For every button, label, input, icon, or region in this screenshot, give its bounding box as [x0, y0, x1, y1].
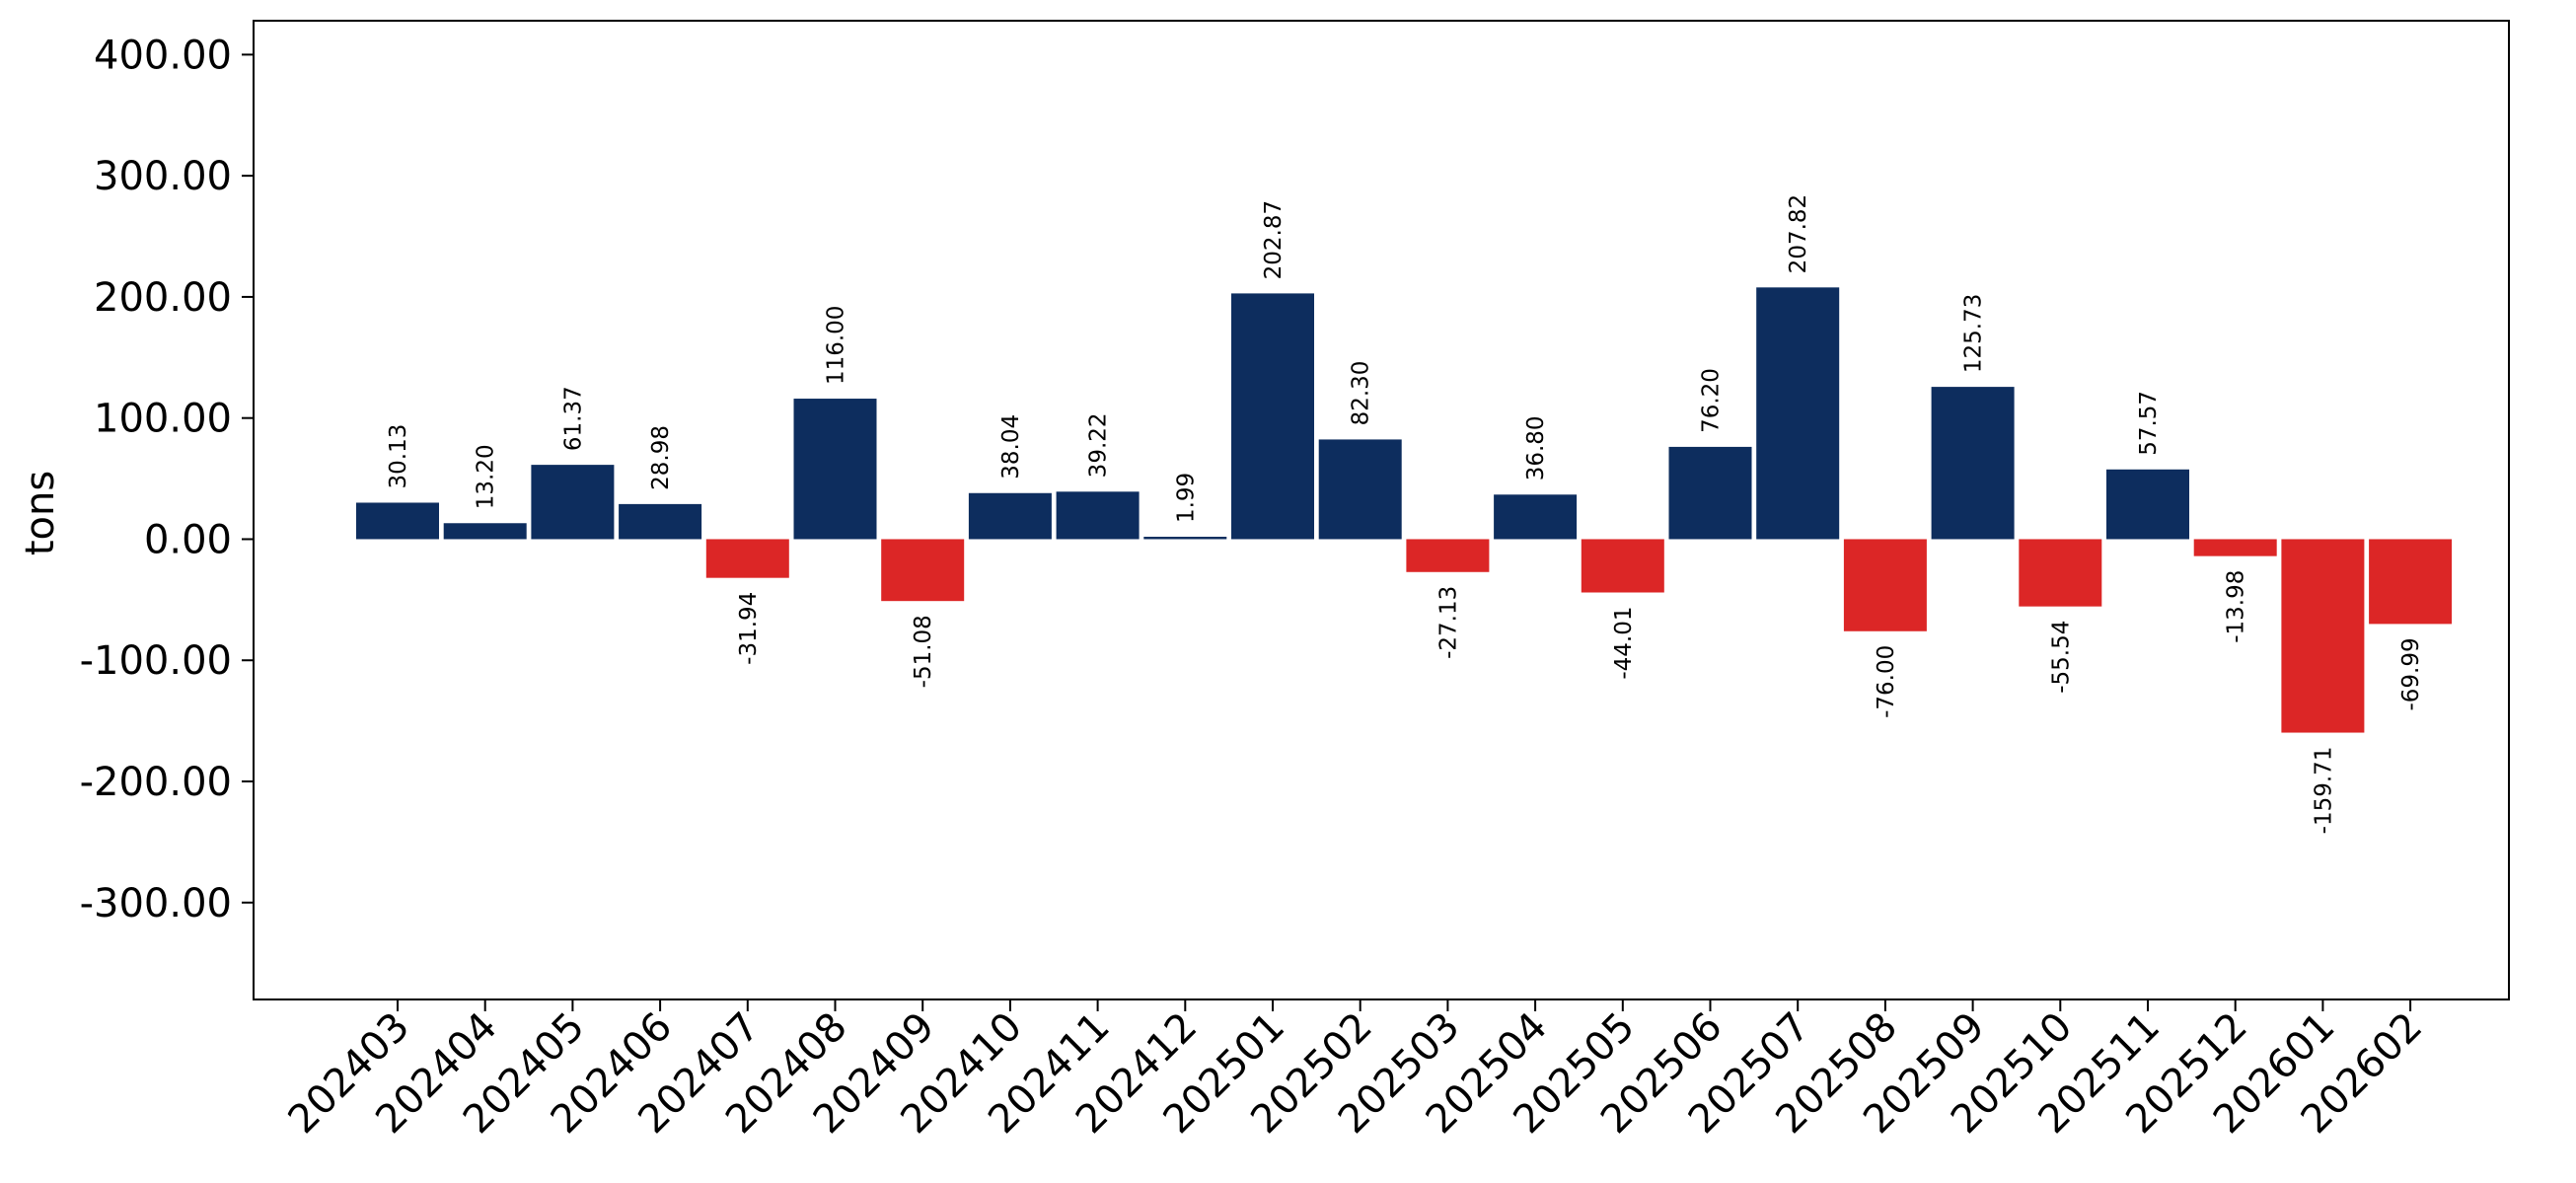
- bar-202506: [1668, 446, 1752, 540]
- data-label-202501: 202.87: [1261, 200, 1287, 279]
- bars-layer: [356, 287, 2453, 733]
- data-label-202410: 38.04: [998, 414, 1024, 480]
- plot-frame: [253, 20, 2510, 1000]
- data-label-202509: 125.73: [1961, 294, 1987, 373]
- y-tick-label: 400.00: [94, 33, 232, 78]
- y-axis-label: tons: [18, 471, 63, 555]
- y-tick-label: 100.00: [94, 397, 232, 442]
- data-label-202506: 76.20: [1699, 368, 1725, 433]
- bar-202410: [968, 492, 1052, 540]
- data-label-202507: 207.82: [1786, 194, 1811, 273]
- bar-202409: [881, 539, 965, 602]
- bar-202507: [1756, 287, 1840, 540]
- data-label-202411: 39.22: [1086, 412, 1112, 478]
- data-label-202505: -44.01: [1611, 606, 1637, 679]
- data-label-202508: -76.00: [1874, 645, 1899, 718]
- data-label-202602: -69.99: [2398, 637, 2424, 710]
- data-label-202408: 116.00: [824, 306, 849, 385]
- data-label-202406: 28.98: [648, 425, 674, 490]
- bar-202602: [2369, 539, 2453, 625]
- bar-202408: [793, 399, 877, 540]
- bar-202504: [1494, 494, 1578, 540]
- y-tick-label: 0.00: [144, 517, 232, 562]
- data-label-202405: 61.37: [560, 386, 586, 451]
- bar-202508: [1843, 539, 1927, 631]
- y-tick-label: 300.00: [94, 154, 232, 199]
- bar-202406: [619, 503, 702, 540]
- bar-202505: [1581, 539, 1664, 593]
- bar-202501: [1231, 293, 1314, 540]
- data-label-202404: 13.20: [474, 444, 499, 509]
- bar-202511: [2106, 469, 2189, 540]
- bar-202404: [443, 523, 527, 540]
- y-tick-label: -200.00: [80, 760, 232, 805]
- data-label-202502: 82.30: [1349, 361, 1374, 426]
- bar-202509: [1931, 387, 2015, 540]
- data-label-202601: -159.71: [2311, 747, 2336, 835]
- bar-202407: [705, 539, 789, 578]
- data-labels-layer: 30.13 13.20 61.37 28.98 -31.94 116.00 -51.08 38…: [386, 194, 2424, 834]
- y-axis: -300.00 -200.00 -100.00 0.00 100.00 200.00 300…: [80, 33, 254, 926]
- data-label-202510: -55.54: [2048, 621, 2074, 694]
- bar-202502: [1318, 439, 1402, 540]
- data-label-202412: 1.99: [1173, 473, 1199, 523]
- bar-202411: [1056, 491, 1140, 540]
- bar-202412: [1143, 537, 1227, 540]
- y-tick-label: -300.00: [80, 881, 232, 926]
- bar-202510: [2019, 539, 2102, 607]
- data-label-202403: 30.13: [386, 424, 411, 489]
- data-label-202503: -27.13: [1435, 586, 1461, 659]
- x-axis: 2024032024042024052024062024072024082024…: [280, 999, 2431, 1143]
- data-label-202407: -31.94: [736, 592, 762, 665]
- y-tick-label: -100.00: [80, 638, 232, 684]
- bar-202405: [531, 465, 615, 540]
- bar-202403: [356, 502, 439, 540]
- bar-202503: [1406, 539, 1490, 572]
- data-label-202504: 36.80: [1523, 415, 1549, 481]
- data-label-202512: -13.98: [2224, 570, 2249, 643]
- data-label-202409: -51.08: [911, 615, 936, 688]
- data-label-202511: 57.57: [2136, 391, 2162, 456]
- y-tick-label: 200.00: [94, 275, 232, 321]
- bar-202601: [2281, 539, 2365, 733]
- bar-202512: [2193, 539, 2277, 556]
